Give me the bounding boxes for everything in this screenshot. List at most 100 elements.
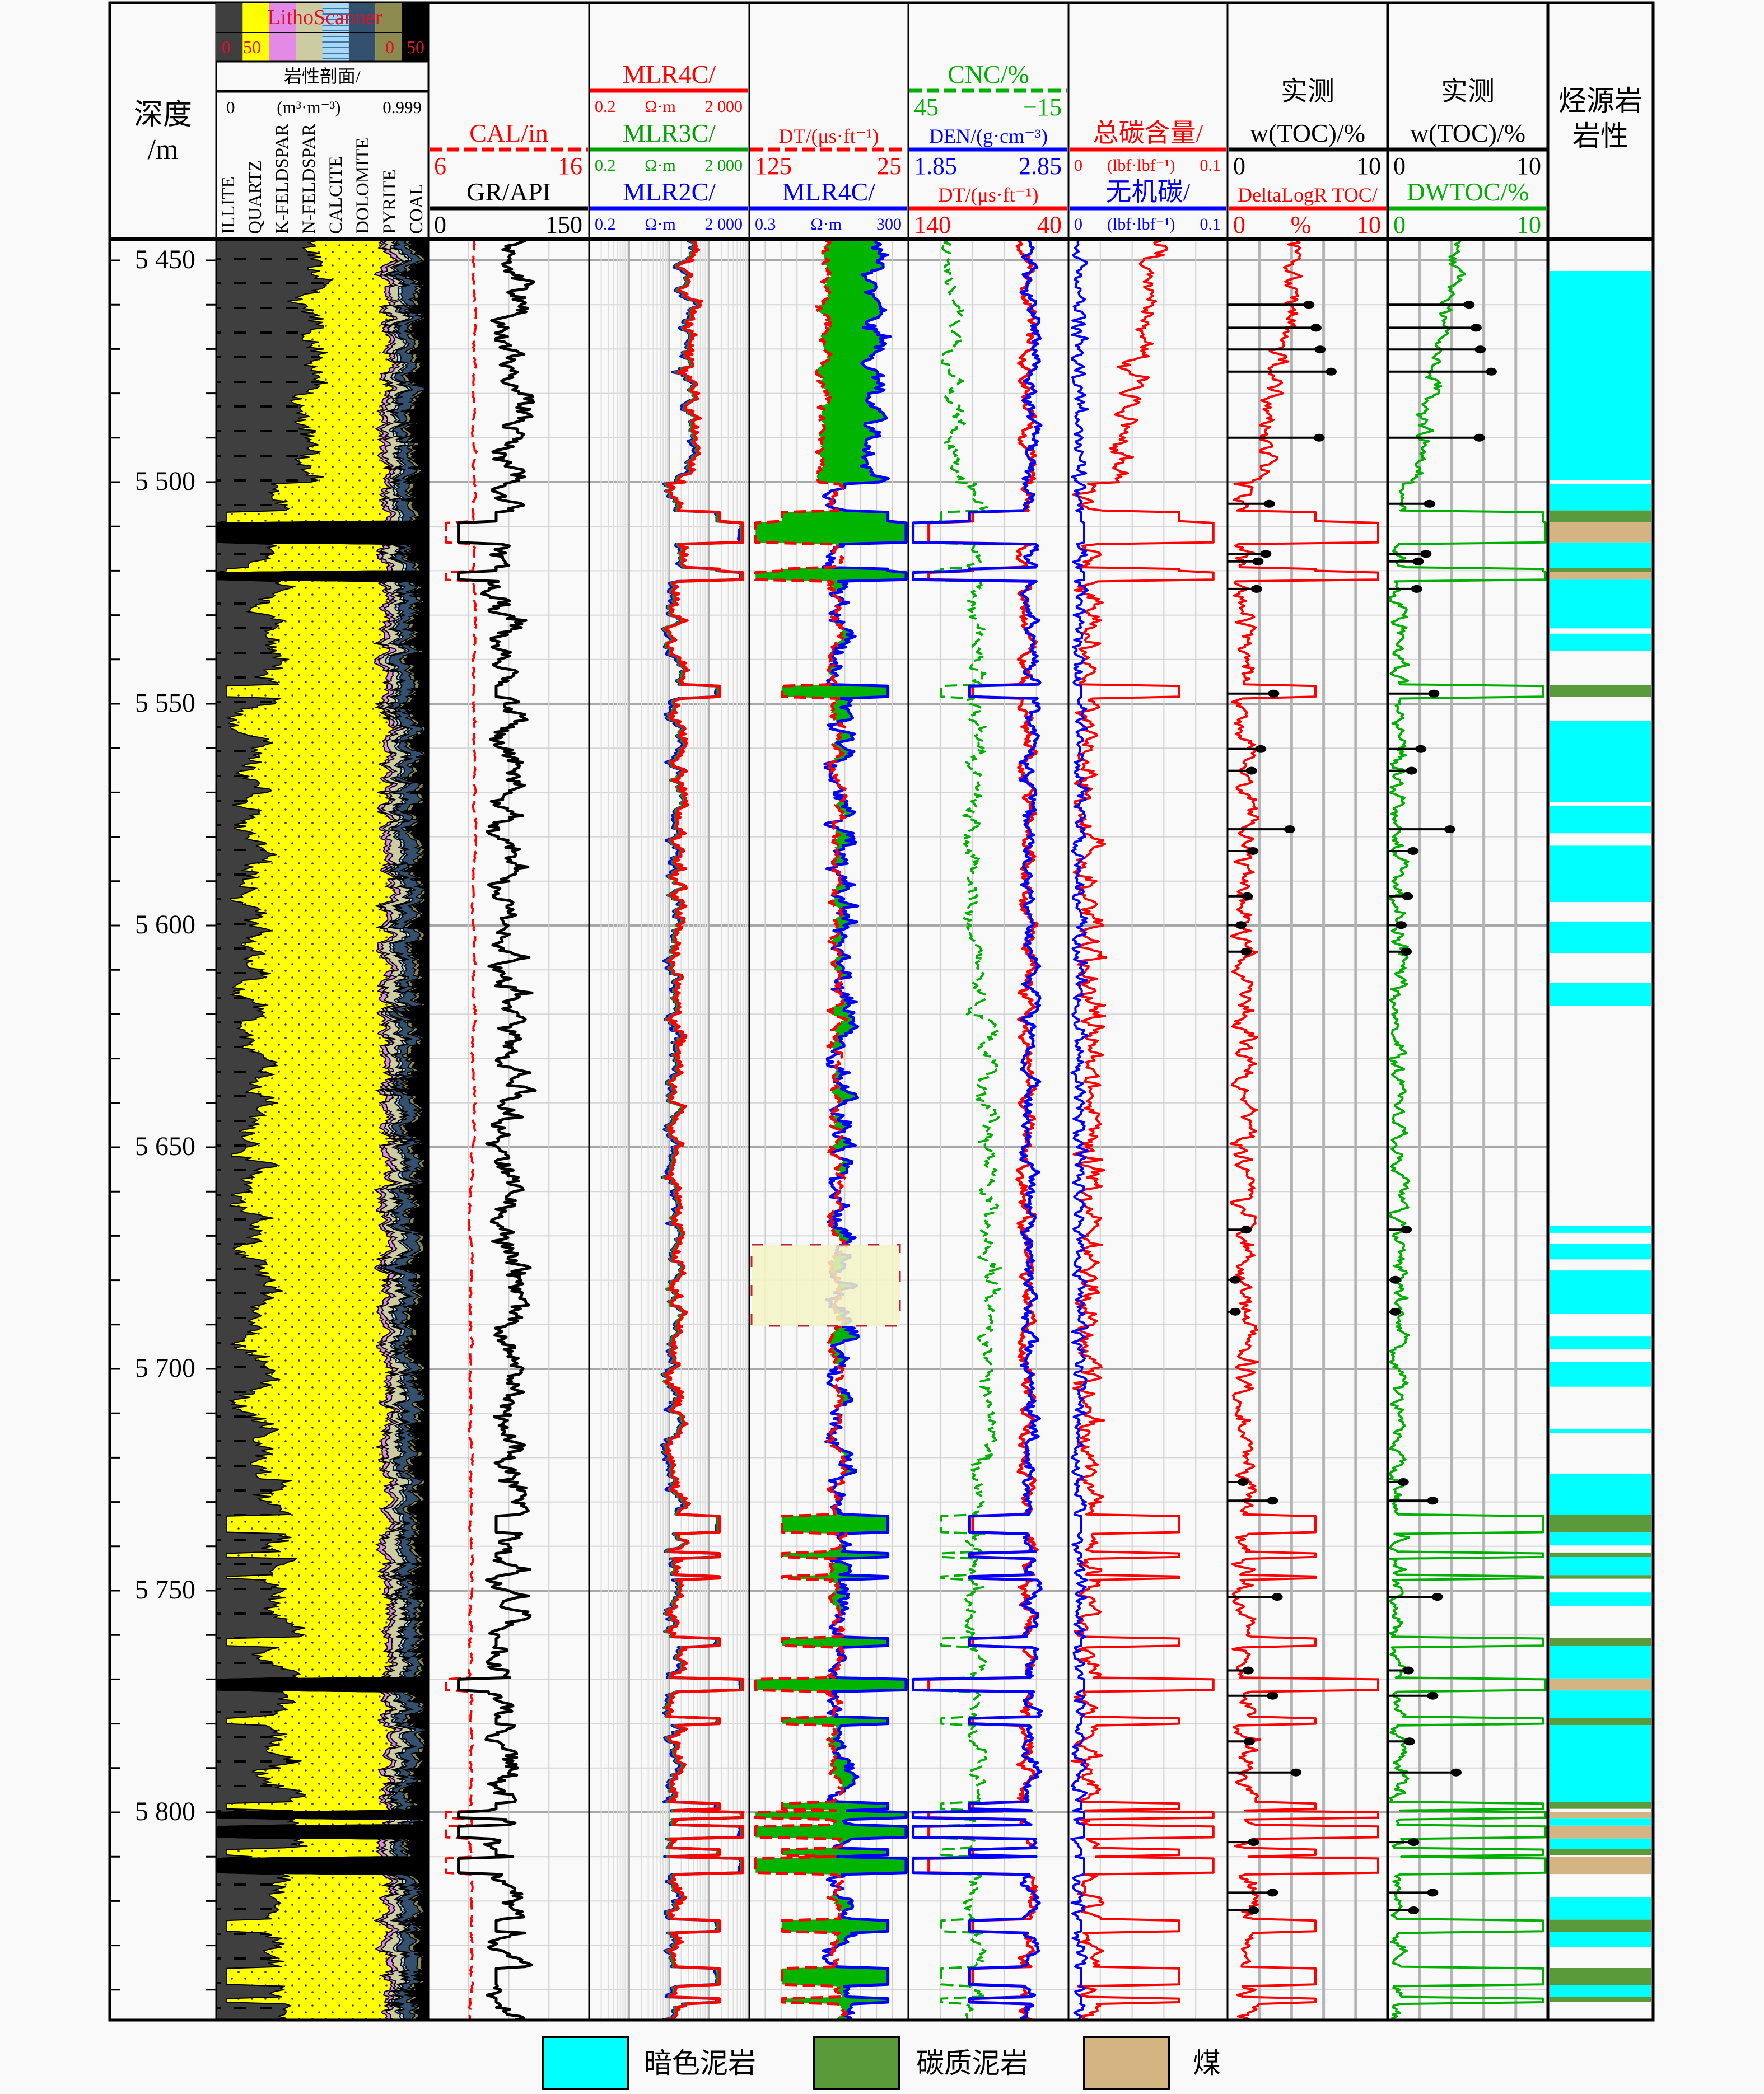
gr-curve bbox=[457, 238, 537, 2022]
mlr4c-curve bbox=[663, 239, 745, 2022]
measured-toc-point bbox=[1240, 1226, 1252, 1234]
measured-toc-point bbox=[1474, 345, 1486, 354]
measured-toc-point bbox=[1407, 847, 1419, 855]
source-rock-interval bbox=[1550, 568, 1651, 572]
measured-toc-point bbox=[1237, 1478, 1249, 1486]
source-rock-interval bbox=[1550, 1825, 1651, 1839]
measured-toc-point bbox=[1427, 1691, 1439, 1700]
measured-toc-point bbox=[1260, 550, 1272, 558]
measured-toc-point bbox=[1412, 557, 1424, 565]
measured-toc-point bbox=[1473, 433, 1485, 442]
source-rock-interval bbox=[1550, 1336, 1651, 1350]
source-rock-interval bbox=[1550, 1802, 1651, 1809]
highlight-box bbox=[750, 1244, 901, 1327]
source-rock-interval bbox=[1550, 1244, 1651, 1260]
source-rock-interval bbox=[1550, 1897, 1651, 1920]
scale-max: 10 bbox=[1356, 211, 1381, 239]
source-rock-interval bbox=[1550, 542, 1651, 568]
litho-min: 0 bbox=[226, 97, 235, 117]
measured-toc-point bbox=[1267, 1691, 1278, 1700]
strip-left-max: 50 bbox=[243, 37, 261, 57]
curve-label: CAL/in bbox=[469, 119, 548, 147]
curve-label: MLR4C/ bbox=[622, 60, 716, 88]
measured-toc-point bbox=[1431, 1593, 1443, 1601]
measured-toc-point bbox=[1314, 345, 1326, 354]
source-rock-interval bbox=[1550, 1985, 1651, 1997]
measured-toc-point bbox=[1427, 1889, 1439, 1897]
scale-unit: (lbf·lbf⁻¹) bbox=[1107, 215, 1175, 233]
curve-label: MLR3C/ bbox=[622, 119, 716, 147]
source-rock-interval bbox=[1550, 1932, 1651, 1947]
scale-min: 0.2 bbox=[595, 97, 616, 116]
scale-min: 45 bbox=[914, 94, 939, 121]
curve-scale: 0 150 bbox=[434, 213, 582, 237]
frame-layer bbox=[108, 1, 1655, 2022]
measured-toc-point bbox=[1248, 1838, 1259, 1847]
legend-swatch bbox=[542, 2036, 629, 2090]
curve-scale: 140 40 bbox=[914, 213, 1062, 237]
curve-scale: 1.85 2.85 bbox=[914, 154, 1062, 179]
measured-toc-point bbox=[1470, 324, 1482, 332]
source-rock-interval bbox=[1550, 1362, 1651, 1387]
measured-toc-point bbox=[1267, 1889, 1278, 1897]
source-rock-interval bbox=[1550, 721, 1651, 802]
scale-min: 125 bbox=[755, 152, 792, 180]
source-rock-interval bbox=[1550, 1592, 1651, 1606]
curve-scale: 0.2 Ω·m 2 000 bbox=[595, 99, 743, 115]
scale-min: 0 bbox=[1393, 211, 1406, 239]
measured-toc-point bbox=[1240, 947, 1252, 956]
litho-unit: (m³·m⁻³) bbox=[277, 97, 341, 117]
dt-sonic-curve bbox=[927, 237, 1039, 2022]
measured-toc-point bbox=[1444, 825, 1455, 834]
scale-min: 0 bbox=[1393, 152, 1406, 180]
mineral-label: QUARTZ bbox=[245, 160, 265, 234]
curve-scale: 0 10 bbox=[1393, 213, 1541, 237]
measured-toc-point bbox=[1247, 847, 1259, 855]
cal-curve bbox=[445, 238, 478, 2020]
legend-label: 煤 bbox=[1193, 2048, 1221, 2079]
curve-scale: 0.2 Ω·m 2 000 bbox=[595, 216, 743, 233]
mineral-label: N-FELDSPAR bbox=[299, 124, 319, 234]
measured-toc-point bbox=[1401, 947, 1412, 956]
scale-max: 2 000 bbox=[704, 97, 743, 116]
scale-max: −15 bbox=[1023, 94, 1062, 121]
scale-unit: % bbox=[1290, 211, 1312, 239]
source-rock-interval bbox=[1550, 1967, 1651, 1985]
dwtoc-curve bbox=[1389, 238, 1547, 2021]
measured-toc-point bbox=[1243, 1737, 1255, 1746]
source-rock-interval bbox=[1550, 1226, 1651, 1233]
curve-scale: 6 16 bbox=[434, 154, 582, 179]
measured-toc-point bbox=[1427, 1497, 1439, 1505]
curve-label: DT/(μs·ft⁻¹) bbox=[778, 125, 879, 147]
measured-toc-point bbox=[1424, 499, 1435, 508]
litho-strip-title: LithoScanner bbox=[267, 6, 382, 29]
source-rock-interval bbox=[1550, 1532, 1651, 1546]
source-rock-interval bbox=[1550, 1718, 1651, 1725]
log-frame bbox=[108, 1, 1655, 2022]
track-title: 实测 bbox=[1440, 77, 1495, 106]
source-rock-interval bbox=[1550, 510, 1651, 523]
measured-toc-point bbox=[1313, 433, 1325, 442]
scale-min: 140 bbox=[914, 211, 951, 239]
source-rock-interval bbox=[1550, 1818, 1651, 1826]
measured-toc-point bbox=[1242, 1666, 1254, 1675]
scale-unit: Ω·m bbox=[810, 215, 842, 233]
measured-toc-point bbox=[1267, 1497, 1278, 1505]
curve-layer bbox=[445, 237, 1651, 2022]
curve-scale: 0 (lbf·lbf⁻¹) 0.1 bbox=[1074, 216, 1221, 233]
source-rock-interval bbox=[1550, 1575, 1651, 1579]
dt-curve bbox=[754, 237, 849, 2021]
scale-min: 1.85 bbox=[914, 152, 957, 180]
legend-label: 暗色泥岩 bbox=[644, 2048, 756, 2079]
scale-max: 16 bbox=[558, 152, 582, 180]
measured-toc-point bbox=[1290, 1768, 1302, 1777]
scale-max: 10 bbox=[1516, 211, 1541, 239]
measured-toc-point bbox=[1271, 1593, 1283, 1601]
scale-min: 0.3 bbox=[755, 215, 776, 233]
source-rock-interval bbox=[1550, 484, 1651, 511]
measured-toc-point bbox=[1403, 1737, 1415, 1746]
source-rock-interval bbox=[1550, 845, 1651, 903]
measured-toc-point bbox=[1411, 585, 1422, 593]
scale-min: 0.2 bbox=[595, 156, 616, 175]
depth-tick-label: 5 750 bbox=[135, 1575, 195, 1605]
